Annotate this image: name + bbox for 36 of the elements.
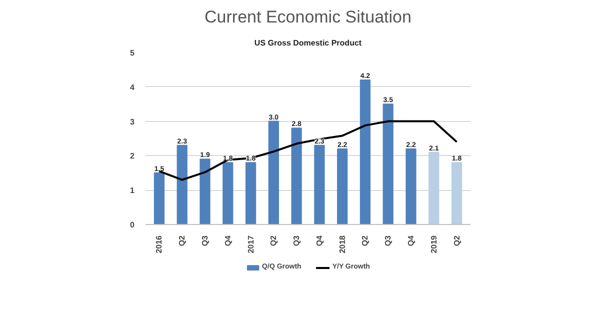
x-tick-label: 2018 <box>338 234 347 254</box>
chart-subtitle: US Gross Domestic Product <box>254 38 362 48</box>
x-tick-label: Q3 <box>200 234 210 246</box>
bar <box>360 80 371 224</box>
bar <box>268 120 279 224</box>
bar <box>451 162 462 224</box>
x-tick-label: Q2 <box>360 234 370 246</box>
y-tick-label: 0 <box>130 220 136 230</box>
x-tick-label: Q3 <box>292 234 302 246</box>
x-tick-label: 2019 <box>429 234 438 254</box>
x-tick-label: Q4 <box>406 234 416 246</box>
y-tick-label: 3 <box>130 117 136 126</box>
y-tick-label: 1 <box>130 186 136 196</box>
y-tick-label: 4 <box>130 82 136 92</box>
bar <box>428 152 440 224</box>
chart-title: Current Economic Situation <box>204 8 412 26</box>
x-tick-label: Q2 <box>452 234 462 246</box>
bar <box>176 144 188 224</box>
bar <box>314 144 325 224</box>
x-tick-label: Q2 <box>269 234 278 246</box>
bar <box>382 104 394 224</box>
x-tick-label: Q3 <box>384 234 393 246</box>
x-tick-label: Q2 <box>178 234 187 246</box>
x-tick-label: Q4 <box>223 234 232 246</box>
bar <box>154 172 165 224</box>
y-tick-label: 2 <box>130 152 136 161</box>
bar <box>200 158 210 224</box>
bar <box>406 148 416 224</box>
y-tick-label: 5 <box>130 48 136 58</box>
bar <box>291 128 302 224</box>
bar <box>222 162 234 224</box>
x-tick-label: Q4 <box>314 234 324 246</box>
bar <box>337 148 348 224</box>
x-tick-label: 2017 <box>246 234 256 254</box>
bar <box>245 162 256 224</box>
x-tick-label: 2016 <box>154 234 164 254</box>
